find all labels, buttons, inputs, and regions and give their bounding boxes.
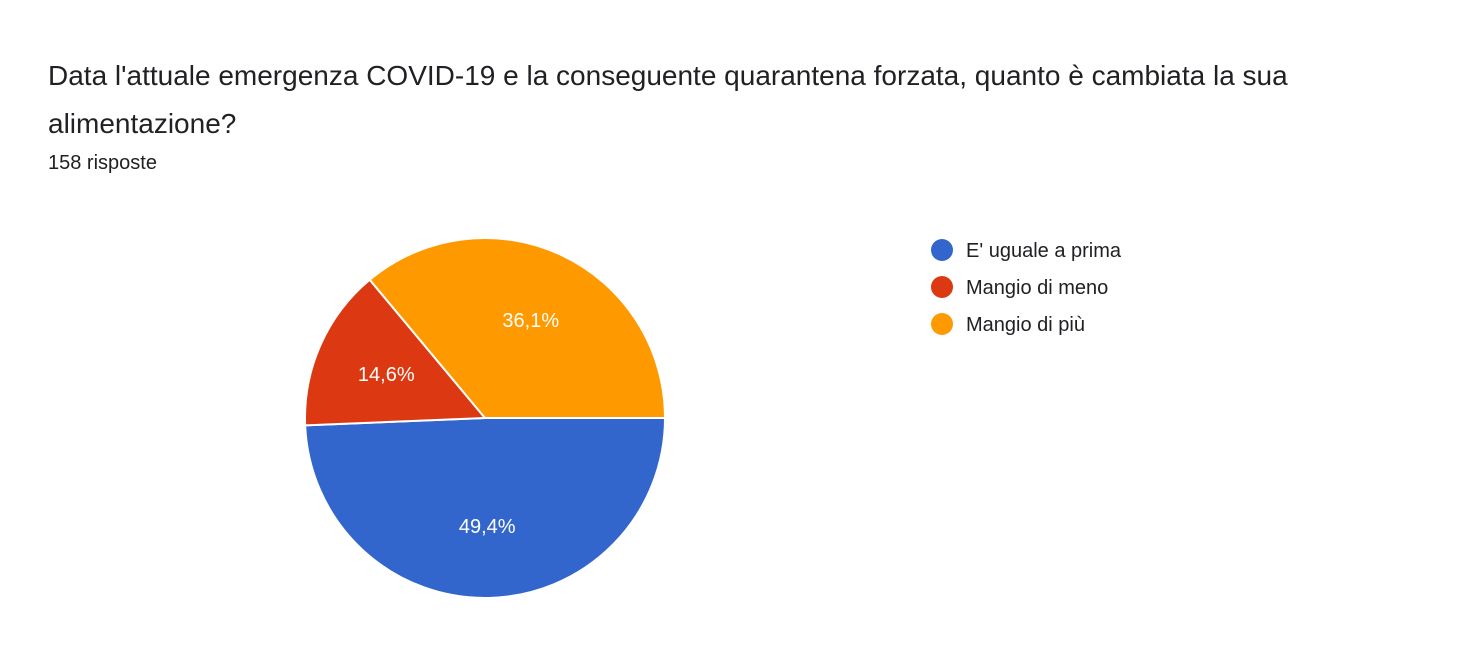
legend-item: E' uguale a prima — [931, 239, 1122, 262]
pie-slices — [304, 237, 667, 599]
question-title: Data l'attuale emergenza COVID-19 e la c… — [48, 60, 1288, 139]
slice-value-label: 14,6% — [358, 364, 415, 386]
pie-slice-1 — [304, 417, 667, 599]
pie-slice-2 — [304, 278, 488, 427]
legend-item: Mangio di più — [931, 313, 1085, 336]
legend-swatch — [931, 276, 953, 298]
response-count: 158 risposte — [48, 152, 157, 174]
slice-value-label: 49,4% — [459, 516, 516, 538]
legend-label: Mangio di meno — [966, 277, 1108, 299]
slice-value-label: 36,1% — [502, 310, 559, 332]
pie-slice-labels: 49,4% 14,6% 36,1% — [358, 310, 559, 538]
legend-label: E' uguale a prima — [966, 240, 1122, 262]
legend-label: Mangio di più — [966, 314, 1085, 336]
legend-swatch — [931, 313, 953, 335]
legend-item: Mangio di meno — [931, 276, 1108, 299]
chart-legend: E' uguale a prima Mangio di meno Mangio di… — [931, 239, 1122, 336]
pie-slice-3 — [368, 237, 667, 419]
legend-swatch — [931, 239, 953, 261]
